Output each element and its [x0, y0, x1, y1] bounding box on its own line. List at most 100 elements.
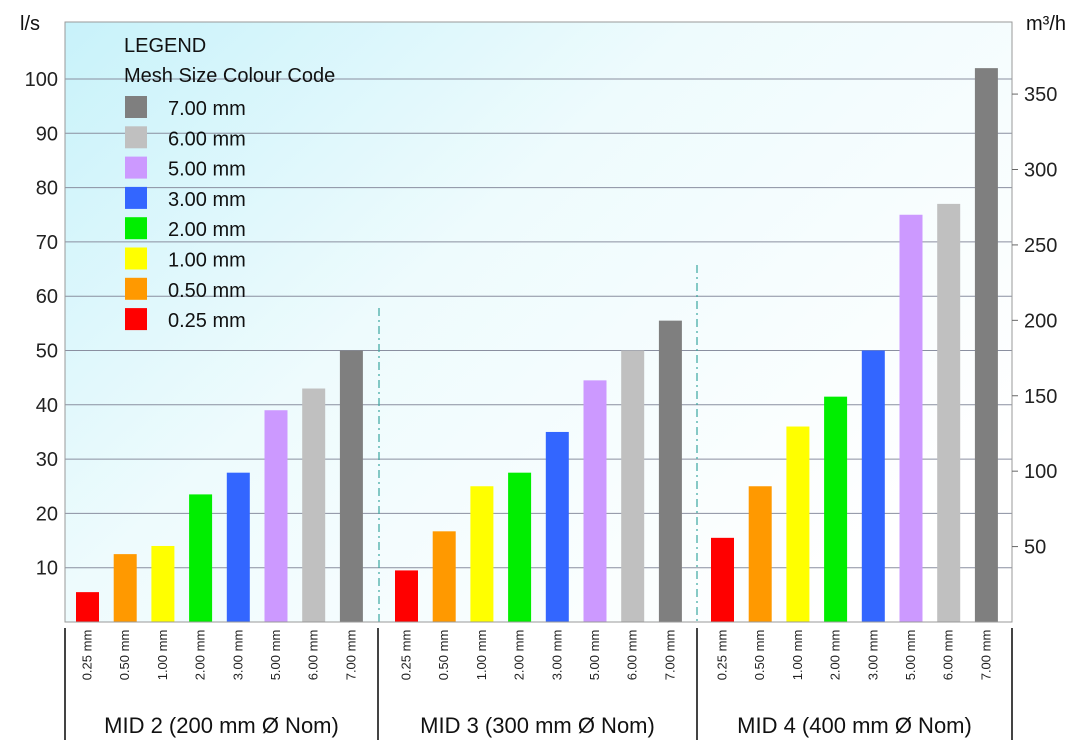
legend-entry-label: 3.00 mm [168, 189, 246, 211]
right-tick-label: 50 [1024, 537, 1046, 559]
left-tick-label: 80 [36, 178, 58, 200]
legend-entry-label: 7.00 mm [168, 98, 246, 120]
plot-background [65, 22, 1012, 622]
left-tick-label: 20 [36, 503, 58, 525]
group-labels: MID 2 (200 mm Ø Nom) MID 3 (300 mm Ø Nom)… [104, 713, 972, 738]
bar [824, 396, 848, 622]
left-tick-label: 50 [36, 341, 58, 363]
bar [395, 570, 418, 622]
bar [711, 537, 734, 622]
plot-frame [64, 21, 1013, 623]
category-label: 5.00 mm [903, 630, 918, 681]
group-label: MID 2 (200 mm Ø Nom) [104, 713, 339, 738]
left-tick-label: 10 [36, 558, 58, 580]
bar [189, 494, 213, 622]
right-axis: 50 100 150 200 250 300 350 [1012, 84, 1057, 559]
bar [302, 388, 326, 622]
bar [937, 203, 961, 622]
category-label: 2.00 mm [828, 630, 843, 681]
bar [470, 486, 494, 622]
legend-entry-label: 5.00 mm [168, 159, 246, 181]
bar [583, 380, 607, 622]
bars [76, 68, 998, 622]
legend-entry-label: 2.00 mm [168, 219, 246, 241]
category-label: 7.00 mm [662, 630, 677, 681]
right-tick-label: 150 [1024, 386, 1057, 408]
group-label: MID 3 (300 mm Ø Nom) [420, 713, 655, 738]
legend: LEGEND Mesh Size Colour Code 7.00 mm 6.00… [124, 35, 335, 332]
bar [974, 68, 998, 622]
legend-swatch [125, 247, 147, 270]
right-tick-label: 200 [1024, 310, 1057, 332]
category-label: 7.00 mm [343, 630, 358, 681]
category-label: 1.00 mm [790, 630, 805, 681]
category-label: 5.00 mm [268, 630, 283, 681]
category-label: 6.00 mm [941, 630, 956, 681]
legend-entry-label: 1.00 mm [168, 250, 246, 272]
category-label: 0.50 mm [752, 630, 767, 681]
gridlines [65, 78, 1012, 569]
left-tick-label: 70 [36, 232, 58, 254]
left-axis: 10 20 30 40 50 60 70 80 90 100 [25, 69, 58, 580]
left-tick-label: 100 [25, 69, 58, 91]
category-label: 6.00 mm [306, 630, 321, 681]
legend-swatch [125, 217, 147, 240]
category-label: 3.00 mm [865, 630, 880, 681]
right-axis-unit: m³/h [1026, 13, 1066, 35]
category-labels: 0.25 mm 0.50 mm 1.00 mm 2.00 mm 3.00 mm 5.00 … [64, 628, 1013, 740]
left-tick-label: 90 [36, 123, 58, 145]
category-label: 3.00 mm [549, 630, 564, 681]
legend-swatch [125, 96, 147, 118]
bar [76, 592, 99, 622]
category-label: 3.00 mm [230, 630, 245, 681]
legend-swatch [125, 308, 147, 331]
right-tick-label: 300 [1024, 160, 1057, 182]
legend-swatch [125, 186, 147, 209]
right-tick-label: 250 [1024, 235, 1057, 257]
legend-entries: 7.00 mm 6.00 mm 5.00 mm 3.00 mm 2.00 mm 1.00 … [125, 96, 246, 332]
legend-title: LEGEND [124, 35, 206, 57]
bar [786, 426, 810, 622]
bar [508, 472, 532, 622]
category-label: 2.00 mm [193, 630, 208, 681]
bar [151, 545, 175, 622]
bar [432, 531, 456, 622]
bar [861, 350, 885, 622]
category-label: 5.00 mm [587, 630, 602, 681]
category-label: 7.00 mm [978, 630, 993, 681]
category-label: 0.25 mm [399, 630, 414, 681]
left-tick-label: 30 [36, 449, 58, 471]
right-tick-label: 350 [1024, 84, 1057, 106]
legend-entry-label: 0.50 mm [168, 280, 246, 302]
bar [545, 431, 569, 622]
category-label: 0.50 mm [436, 630, 451, 681]
right-tick-label: 100 [1024, 461, 1057, 483]
category-label: 2.00 mm [512, 630, 527, 681]
bar [748, 486, 772, 622]
bar [658, 320, 682, 622]
category-label: 0.25 mm [80, 630, 95, 681]
left-axis-unit: l/s [20, 13, 40, 35]
category-label: 1.00 mm [155, 630, 170, 681]
left-tick-label: 40 [36, 395, 58, 417]
left-tick-label: 60 [36, 286, 58, 308]
category-label: 6.00 mm [625, 630, 640, 681]
category-label: 0.25 mm [715, 630, 730, 681]
group-label: MID 4 (400 mm Ø Nom) [737, 713, 972, 738]
legend-swatch [125, 156, 147, 179]
bar [226, 472, 250, 622]
bar [899, 214, 923, 622]
group-separators [378, 265, 698, 622]
legend-subtitle: Mesh Size Colour Code [124, 65, 335, 87]
bar [621, 350, 645, 622]
category-label: 1.00 mm [474, 630, 489, 681]
category-label: 0.50 mm [117, 630, 132, 681]
bar [339, 350, 363, 622]
bar [113, 554, 137, 622]
legend-entry-label: 6.00 mm [168, 128, 246, 150]
bar [264, 410, 288, 622]
legend-swatch [125, 126, 147, 149]
legend-entry-label: 0.25 mm [168, 310, 246, 332]
legend-swatch [125, 277, 147, 300]
